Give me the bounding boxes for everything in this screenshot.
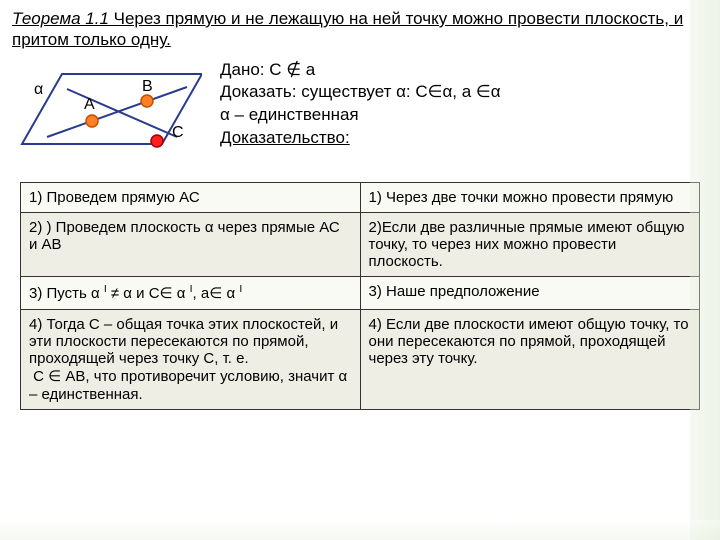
svg-text:C: C xyxy=(172,124,184,141)
proof-step-left: 2) ) Проведем плоскость α через прямые А… xyxy=(21,212,361,276)
svg-text:α: α xyxy=(34,81,43,98)
proof-step-left: 4) Тогда С – общая точка этих плоскостей… xyxy=(21,309,361,409)
table-row: 4) Тогда С – общая точка этих плоскостей… xyxy=(21,309,700,409)
svg-text:A: A xyxy=(84,96,95,113)
given-block: Дано: С ∉ a Доказать: существует α: С∈α,… xyxy=(220,59,501,151)
given-line3: α – единственная xyxy=(220,104,501,127)
table-row: 2) ) Проведем плоскость α через прямые А… xyxy=(21,212,700,276)
proof-step-left: 3) Пусть α I ≠ α и С∈ α I, a∈ α I xyxy=(21,276,361,309)
svg-text:B: B xyxy=(142,78,153,95)
given-line2: Доказать: существует α: С∈α, а ∈α xyxy=(220,81,501,104)
given-line4: Доказательство: xyxy=(220,127,501,150)
proof-step-right: 2)Если две различные прямые имеют общую … xyxy=(360,212,700,276)
proof-table: 1) Проведем прямую АС1) Через две точки … xyxy=(20,182,700,410)
top-row: α A B C Дано: С ∉ a Доказать: существует α:… xyxy=(0,55,720,182)
table-row: 1) Проведем прямую АС1) Через две точки … xyxy=(21,182,700,212)
proof-step-left: 1) Проведем прямую АС xyxy=(21,182,361,212)
table-row: 3) Пусть α I ≠ α и С∈ α I, a∈ α I3) Наше… xyxy=(21,276,700,309)
diagram-svg: α A B C xyxy=(12,59,202,169)
proof-step-right: 3) Наше предположение xyxy=(360,276,700,309)
bg-accent-bottom xyxy=(0,520,720,540)
theorem-title: Теорема 1.1 Через прямую и не лежащую на… xyxy=(0,0,720,55)
theorem-label: Теорема 1.1 xyxy=(12,9,109,28)
given-line1: Дано: С ∉ a xyxy=(220,59,501,82)
geometry-diagram: α A B C xyxy=(12,59,202,174)
bg-accent-right xyxy=(690,0,720,540)
theorem-text: Через прямую и не лежащую на ней точку м… xyxy=(12,9,683,49)
proof-step-right: 4) Если две плоскости имеют общую точку,… xyxy=(360,309,700,409)
proof-step-right: 1) Через две точки можно провести прямую xyxy=(360,182,700,212)
